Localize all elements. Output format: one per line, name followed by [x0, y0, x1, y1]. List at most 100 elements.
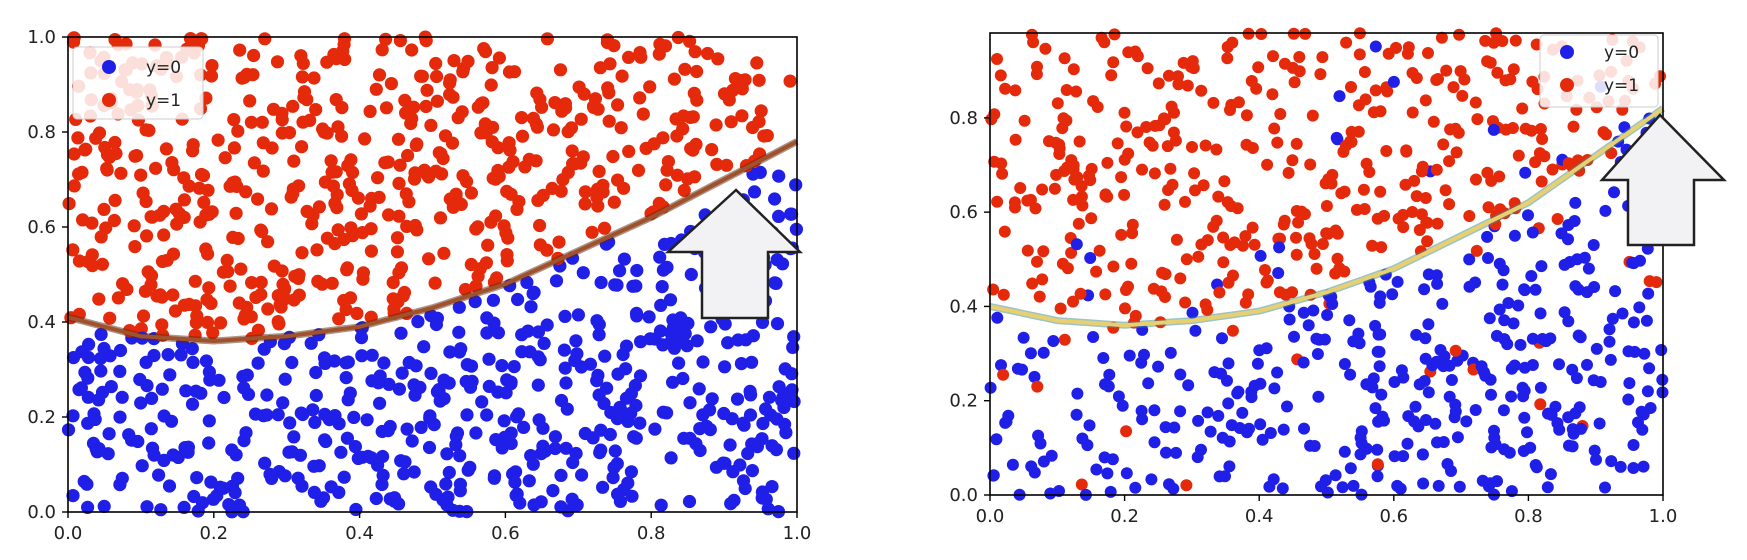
point-y1	[109, 146, 123, 161]
point-y0	[204, 475, 218, 489]
point-y1	[1188, 167, 1201, 180]
point-y1	[578, 185, 593, 199]
point-y0	[738, 481, 752, 496]
point-y0	[411, 315, 425, 329]
point-y0	[271, 408, 285, 422]
point-y1	[1338, 185, 1351, 198]
point-y0	[524, 300, 538, 314]
point-y1	[1496, 35, 1509, 47]
point-y0	[1321, 309, 1334, 321]
point-y0	[115, 390, 129, 404]
point-y0	[1182, 379, 1195, 392]
point-y0	[115, 471, 129, 485]
point-y1	[530, 120, 545, 134]
point-y1	[409, 138, 423, 152]
point-y0	[1170, 446, 1182, 459]
point-y0	[546, 484, 560, 498]
point-y1	[540, 32, 555, 46]
point-y0	[775, 257, 790, 271]
point-y0	[1071, 387, 1084, 400]
point-y0	[94, 327, 108, 341]
point-y0	[624, 465, 639, 479]
point-y1	[1278, 57, 1291, 70]
point-y1	[484, 215, 498, 229]
point-y0	[559, 441, 573, 455]
point-y1	[182, 297, 196, 311]
point-y0	[1104, 485, 1117, 498]
point-y0	[1254, 418, 1267, 431]
point-y1	[138, 284, 152, 298]
point-y1	[504, 187, 518, 201]
point-y0	[1453, 480, 1466, 493]
point-y0	[549, 274, 564, 288]
point-y1	[1538, 150, 1551, 163]
point-y1	[1413, 224, 1426, 236]
point-y0	[689, 437, 703, 451]
point-y1	[1039, 42, 1052, 55]
point-y0	[1655, 344, 1668, 356]
point-y1	[1447, 81, 1460, 94]
point-y0	[786, 340, 800, 354]
point-y0	[1129, 481, 1142, 494]
point-y1	[149, 161, 163, 175]
point-y0	[1168, 421, 1181, 434]
point-y0	[1514, 338, 1527, 351]
point-y0	[66, 489, 80, 503]
point-y0	[1288, 330, 1300, 343]
left-scatter-plot: 0.0 0.2 0.4 0.6 0.8 1.0 0.0 0.2 0.4 0.6 0.8 1.0 y=0…	[27, 27, 811, 544]
point-y1	[205, 59, 219, 73]
point-y1	[1143, 136, 1156, 149]
point-y0	[1103, 368, 1116, 381]
point-y1	[434, 147, 448, 161]
point-y0	[1569, 280, 1582, 293]
point-y0	[730, 392, 745, 406]
point-y1	[994, 69, 1007, 82]
point-y0	[1070, 238, 1083, 251]
point-y1	[1469, 96, 1482, 109]
point-y0	[1120, 467, 1133, 480]
point-y0	[203, 373, 217, 387]
point-y0	[1430, 269, 1443, 282]
point-y1	[332, 312, 346, 326]
point-y0	[709, 460, 724, 474]
point-y0	[317, 351, 332, 365]
point-y1	[1067, 295, 1079, 308]
point-y1	[364, 222, 378, 236]
point-y1	[177, 193, 191, 207]
point-y0	[486, 293, 500, 307]
point-y0	[1507, 317, 1520, 330]
point-y0	[1593, 417, 1606, 430]
point-y0	[610, 412, 625, 426]
point-y0	[1535, 260, 1548, 273]
point-y0	[734, 357, 749, 371]
point-y0	[337, 470, 351, 484]
point-y0	[750, 437, 764, 451]
point-y1	[89, 131, 103, 145]
point-y1	[234, 262, 248, 276]
point-y1	[750, 56, 764, 70]
point-y0	[680, 339, 694, 353]
point-y1	[201, 247, 215, 261]
point-y1	[130, 149, 144, 163]
point-y0	[135, 459, 149, 473]
point-y1	[724, 115, 738, 129]
point-y0	[1388, 450, 1401, 463]
point-y1	[244, 115, 258, 129]
point-y1	[1118, 106, 1131, 119]
point-y1	[274, 300, 288, 314]
point-y1	[683, 110, 698, 124]
point-y1	[382, 208, 396, 222]
point-y1	[479, 256, 493, 270]
point-y1	[1314, 68, 1327, 81]
point-y1	[622, 144, 636, 158]
point-y0	[1136, 413, 1149, 426]
point-y0	[1097, 352, 1110, 364]
point-y1	[1009, 133, 1022, 146]
point-y1	[1056, 122, 1069, 135]
point-y1	[1519, 122, 1532, 135]
point-y0	[1087, 331, 1100, 343]
legend-marker-y1	[102, 93, 116, 107]
up-arrow-annotation	[664, 188, 804, 320]
point-y1	[486, 171, 500, 185]
point-y1	[728, 72, 743, 86]
